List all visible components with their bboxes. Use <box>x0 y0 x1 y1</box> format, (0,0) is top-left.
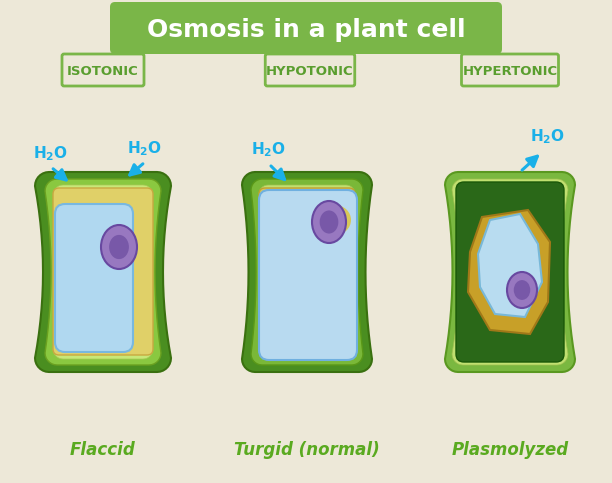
FancyBboxPatch shape <box>456 182 564 362</box>
Polygon shape <box>53 185 153 359</box>
FancyBboxPatch shape <box>259 188 355 356</box>
Ellipse shape <box>513 280 530 300</box>
FancyBboxPatch shape <box>62 54 144 86</box>
Text: $\mathbf{H_2O}$: $\mathbf{H_2O}$ <box>127 140 163 158</box>
Polygon shape <box>65 207 123 242</box>
Text: $\mathbf{H_2O}$: $\mathbf{H_2O}$ <box>252 141 286 159</box>
Ellipse shape <box>101 225 137 269</box>
Text: Turgid (normal): Turgid (normal) <box>234 441 380 459</box>
FancyBboxPatch shape <box>110 2 502 54</box>
Text: Plasmolyzed: Plasmolyzed <box>452 441 569 459</box>
Polygon shape <box>468 210 550 334</box>
Polygon shape <box>259 185 355 359</box>
Text: $\mathbf{H_2O}$: $\mathbf{H_2O}$ <box>34 144 69 163</box>
Polygon shape <box>35 172 171 372</box>
Text: Osmosis in a plant cell: Osmosis in a plant cell <box>147 18 465 42</box>
Polygon shape <box>242 172 372 372</box>
Ellipse shape <box>109 235 129 259</box>
Ellipse shape <box>319 211 338 234</box>
FancyBboxPatch shape <box>259 190 357 360</box>
Polygon shape <box>251 179 363 365</box>
Text: HYPERTONIC: HYPERTONIC <box>463 65 558 77</box>
FancyBboxPatch shape <box>53 188 153 355</box>
Text: ISOTONIC: ISOTONIC <box>67 65 139 77</box>
FancyBboxPatch shape <box>265 54 355 86</box>
Text: Flaccid: Flaccid <box>70 441 136 459</box>
Polygon shape <box>452 179 568 365</box>
Polygon shape <box>478 214 542 317</box>
FancyBboxPatch shape <box>55 204 133 352</box>
Text: $\mathbf{H_2O}$: $\mathbf{H_2O}$ <box>531 128 565 146</box>
Polygon shape <box>445 172 575 372</box>
Polygon shape <box>45 179 161 365</box>
Ellipse shape <box>312 201 346 243</box>
Text: HYPOTONIC: HYPOTONIC <box>266 65 354 77</box>
Ellipse shape <box>507 272 537 308</box>
FancyBboxPatch shape <box>461 54 559 86</box>
Ellipse shape <box>319 205 351 235</box>
